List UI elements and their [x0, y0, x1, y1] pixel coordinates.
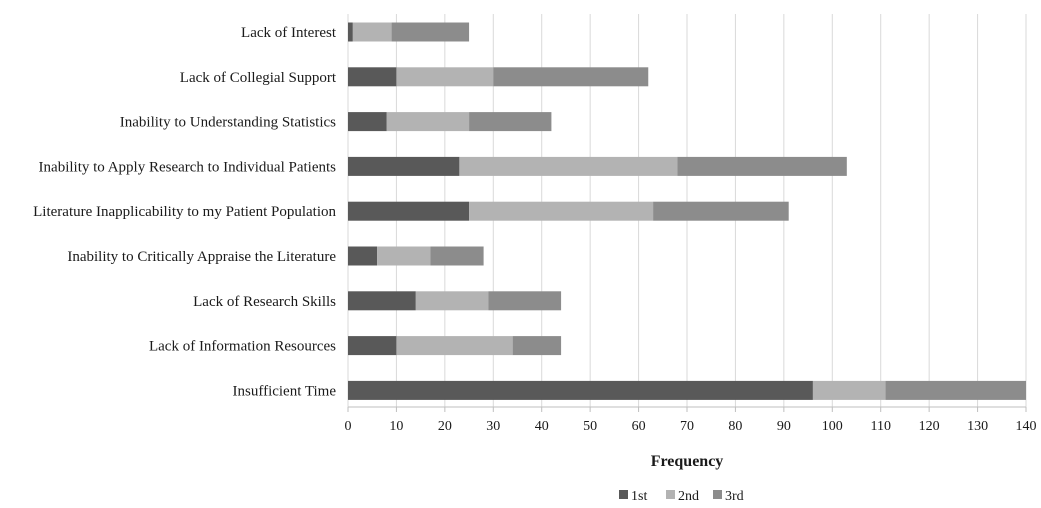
x-tick-labels: 0 10 20 30 40 50 60 70 80 90 100 110 120 130 140 [345, 419, 1037, 434]
bar-segment-3rd [488, 291, 562, 311]
bar-segment-3rd [493, 67, 649, 87]
x-tick-label: 140 [1016, 419, 1037, 434]
bar-segment-3rd [677, 156, 847, 176]
category-label: Literature Inapplicability to my Patient… [33, 204, 336, 220]
bar-segment-1st [348, 201, 470, 221]
x-tick-label: 100 [822, 419, 843, 434]
x-tick-label: 70 [680, 419, 694, 434]
category-label: Lack of Collegial Support [180, 70, 337, 86]
legend-swatch-2nd [666, 490, 675, 499]
legend-swatch-3rd [713, 490, 722, 499]
x-tick-label: 130 [967, 419, 988, 434]
x-axis-title: Frequency [651, 453, 724, 470]
bar-segment-2nd [469, 201, 654, 221]
bar-segment-3rd [469, 112, 552, 132]
category-label: Lack of Research Skills [193, 294, 336, 310]
bar-segment-1st [348, 22, 353, 42]
bar-segment-2nd [396, 67, 494, 87]
category-label: Lack of Information Resources [149, 339, 336, 355]
bar-segment-3rd [885, 380, 1026, 400]
x-tick-label: 20 [438, 419, 452, 434]
x-tick-label: 90 [777, 419, 791, 434]
bar-segment-2nd [459, 156, 678, 176]
x-tick-label: 80 [728, 419, 742, 434]
bar-segment-3rd [391, 22, 470, 42]
bar-segment-2nd [377, 246, 431, 266]
bar-segment-2nd [812, 380, 886, 400]
bar-segment-3rd [653, 201, 789, 221]
legend-label: 2nd [678, 489, 699, 504]
bar-segment-2nd [415, 291, 489, 311]
x-tick-label: 110 [870, 419, 890, 434]
category-label: Inability to Critically Appraise the Lit… [67, 249, 336, 265]
category-label: Inability to Understanding Statistics [120, 115, 336, 131]
x-tick-label: 30 [486, 419, 500, 434]
bar-segment-1st [348, 67, 397, 87]
legend-label: 3rd [725, 489, 744, 504]
bar-segment-1st [348, 246, 378, 266]
category-label: Inability to Apply Research to Individua… [39, 159, 337, 175]
x-tick-label: 0 [345, 419, 352, 434]
legend-label: 1st [631, 489, 647, 504]
bar-segment-2nd [352, 22, 392, 42]
category-labels: Lack of Interest Lack of Collegial Suppor… [33, 25, 337, 399]
legend: 1st 2nd 3rd [619, 489, 744, 504]
category-label: Insufficient Time [233, 383, 337, 399]
bar-segment-1st [348, 112, 387, 132]
bar-segment-1st [348, 336, 397, 356]
bar-segment-1st [348, 380, 813, 400]
bar-segment-3rd [430, 246, 484, 266]
bar-segment-1st [348, 156, 460, 176]
bar-segment-2nd [396, 336, 513, 356]
category-label: Lack of Interest [241, 25, 337, 41]
legend-swatch-1st [619, 490, 628, 499]
bar-segment-1st [348, 291, 416, 311]
x-tick-label: 60 [632, 419, 646, 434]
x-tick-label: 10 [389, 419, 403, 434]
bar-segment-2nd [386, 112, 470, 132]
bar-segment-3rd [512, 336, 562, 356]
bars [348, 22, 1026, 400]
x-tick-label: 120 [919, 419, 940, 434]
x-tick-label: 40 [535, 419, 549, 434]
x-tick-label: 50 [583, 419, 597, 434]
